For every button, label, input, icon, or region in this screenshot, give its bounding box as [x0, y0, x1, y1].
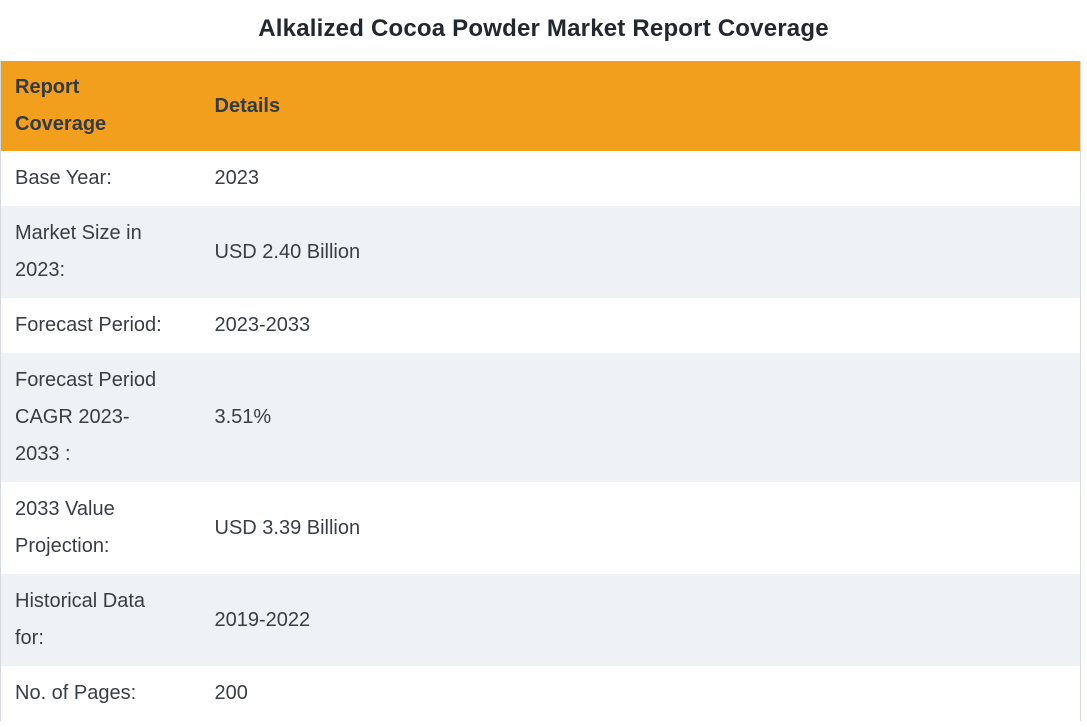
header-label-report-coverage: Report Coverage — [15, 76, 107, 135]
table-row: Forecast Period CAGR 2023-2033 : 3.51% — [0, 353, 1081, 482]
report-coverage-table: Report Coverage Details Base Year: 2023 … — [0, 61, 1081, 721]
table-row: Historical Data for: 2019-2022 — [0, 574, 1081, 666]
header-label-details: Details — [214, 94, 281, 117]
table-row: Market Size in 2023: USD 2.40 Billion — [0, 206, 1081, 298]
row-label: Market Size in 2023: — [0, 206, 202, 298]
row-value: 2019-2022 — [201, 574, 1081, 666]
row-value: 200 — [201, 666, 1081, 721]
header-cell-details: Details — [201, 61, 1081, 151]
table-body: Base Year: 2023 Market Size in 2023: USD… — [0, 151, 1081, 721]
report-coverage-page: Alkalized Cocoa Powder Market Report Cov… — [0, 15, 1087, 721]
row-label: 2033 Value Projection: — [0, 482, 202, 574]
row-value: 2023 — [201, 151, 1081, 206]
row-value: 3.51% — [201, 353, 1081, 482]
row-value: USD 2.40 Billion — [201, 206, 1081, 298]
table-row: 2033 Value Projection: USD 3.39 Billion — [0, 482, 1081, 574]
row-label: Forecast Period CAGR 2023-2033 : — [0, 353, 202, 482]
row-label: Historical Data for: — [0, 574, 202, 666]
row-label: No. of Pages: — [0, 666, 202, 721]
page-title: Alkalized Cocoa Powder Market Report Cov… — [258, 15, 829, 42]
table-header: Report Coverage Details — [0, 61, 1081, 151]
row-label: Forecast Period: — [0, 298, 202, 353]
table-row: Base Year: 2023 — [0, 151, 1081, 206]
row-label: Base Year: — [0, 151, 202, 206]
table-row: Forecast Period: 2023-2033 — [0, 298, 1081, 353]
table-row: No. of Pages: 200 — [0, 666, 1081, 721]
header-cell-report-coverage: Report Coverage — [0, 61, 202, 151]
row-value: USD 3.39 Billion — [201, 482, 1081, 574]
table-header-row: Report Coverage Details — [0, 61, 1081, 151]
row-value: 2023-2033 — [201, 298, 1081, 353]
